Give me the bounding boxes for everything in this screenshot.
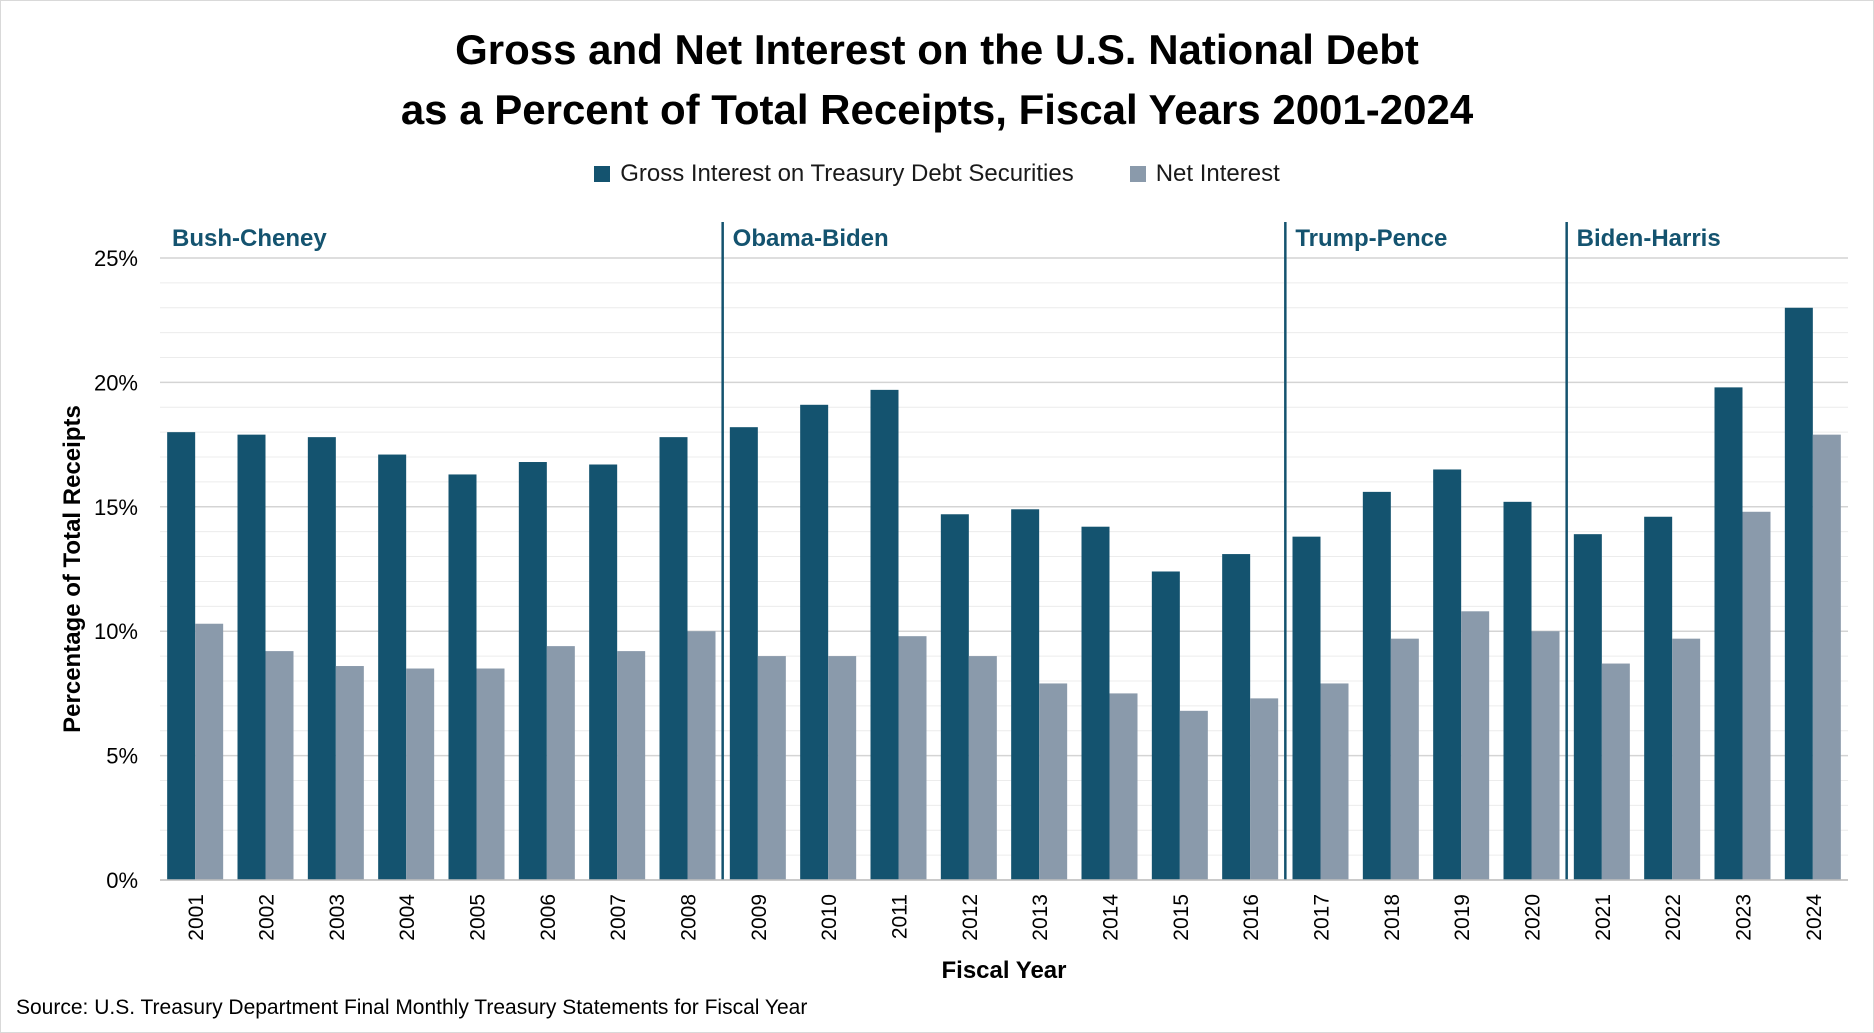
bar-net-interest [1812,434,1841,880]
bar-gross-interest [307,437,336,880]
era-label: Biden-Harris [1577,225,1721,252]
bar-net-interest [1390,638,1419,880]
x-tick-label: 2008 [678,894,701,941]
x-tick-label: 2015 [1170,894,1193,941]
bar-net-interest [1531,631,1560,880]
era-label: Trump-Pence [1295,225,1447,252]
bar-net-interest [335,666,364,880]
source-note: Source: U.S. Treasury Department Final M… [16,996,808,1019]
x-tick-label: 2014 [1100,894,1123,941]
bar-net-interest [828,656,857,880]
bar-net-interest [1672,638,1701,880]
bar-gross-interest [659,437,688,880]
y-tick-label: 5% [106,744,138,769]
x-tick-label: 2001 [185,894,208,941]
bar-gross-interest [1362,491,1391,880]
bar-net-interest [1461,611,1490,880]
bar-gross-interest [378,454,407,880]
bar-net-interest [898,636,927,880]
bar-net-interest [617,651,646,880]
bar-gross-interest [1151,571,1180,880]
y-tick-label: 15% [94,495,138,520]
x-tick-label: 2009 [748,894,771,941]
chart-title-line-1: Gross and Net Interest on the U.S. Natio… [455,26,1419,73]
y-tick-label: 0% [106,868,138,893]
x-tick-label: 2017 [1311,894,1334,941]
y-axis-title: Percentage of Total Receipts [59,405,86,733]
bar-gross-interest [870,389,899,880]
x-tick-label: 2006 [537,894,560,941]
x-tick-label: 2019 [1451,894,1474,941]
x-tick-label: 2024 [1803,894,1826,941]
bar-net-interest [1601,663,1630,880]
bar-net-interest [968,656,997,880]
x-tick-label: 2004 [396,894,419,941]
bar-gross-interest [167,432,196,880]
y-tick-label: 10% [94,619,138,644]
bar-net-interest [546,646,575,880]
chart-title-line-2: as a Percent of Total Receipts, Fiscal Y… [400,86,1474,133]
chart-title: Gross and Net Interest on the U.S. Natio… [0,20,1874,140]
y-tick-label: 20% [94,370,138,395]
x-tick-label: 2022 [1662,894,1685,941]
x-axis-title: Fiscal Year [942,957,1067,984]
bar-gross-interest [1433,469,1462,880]
x-tick-label: 2023 [1733,894,1756,941]
bar-gross-interest [1292,536,1321,880]
bar-net-interest [195,623,224,880]
x-tick-label: 2012 [959,894,982,941]
x-tick-label: 2013 [1029,894,1052,941]
bar-gross-interest [1222,554,1251,880]
x-tick-label: 2003 [326,894,349,941]
bar-gross-interest [1011,509,1040,880]
bar-gross-interest [940,514,969,880]
bar-gross-interest [1644,516,1673,880]
x-tick-label: 2010 [818,894,841,941]
bar-gross-interest [1081,526,1110,880]
chart-legend: Gross Interest on Treasury Debt Securiti… [0,160,1874,188]
x-tick-label: 2021 [1592,894,1615,941]
bar-net-interest [1179,710,1208,880]
legend-swatch-net [1129,166,1146,182]
legend-swatch-gross [594,166,611,182]
bar-net-interest [406,668,435,880]
bar-gross-interest [1503,501,1532,880]
x-tick-label: 2005 [467,894,490,941]
bar-net-interest [265,651,294,880]
legend-label-net: Net Interest [1155,160,1280,187]
x-tick-label: 2011 [889,894,912,939]
x-tick-label: 2016 [1240,894,1263,941]
bar-gross-interest [589,464,618,880]
bar-net-interest [476,668,505,880]
bar-gross-interest [1784,307,1813,880]
bar-gross-interest [518,462,547,880]
bar-net-interest [1250,698,1279,880]
bar-gross-interest [237,434,266,880]
x-tick-label: 2018 [1381,894,1404,941]
bar-net-interest [687,631,716,880]
bar-net-interest [1742,511,1771,880]
x-tick-label: 2020 [1522,894,1545,941]
bar-gross-interest [1714,387,1743,880]
y-tick-label: 25% [94,246,138,271]
era-label: Bush-Cheney [172,225,327,252]
x-tick-label: 2007 [607,894,630,941]
legend-item-net: Net Interest [1129,160,1280,188]
era-label: Obama-Biden [733,225,889,252]
bar-gross-interest [800,404,829,880]
bar-gross-interest [729,427,758,880]
bar-net-interest [1109,693,1138,880]
bar-gross-interest [448,474,477,880]
bar-gross-interest [1573,534,1602,880]
x-tick-label: 2002 [256,894,279,941]
bar-net-interest [1039,683,1068,880]
bar-net-interest [1320,683,1349,880]
legend-label-gross: Gross Interest on Treasury Debt Securiti… [620,160,1074,187]
legend-item-gross: Gross Interest on Treasury Debt Securiti… [594,160,1074,188]
bar-net-interest [757,656,786,880]
